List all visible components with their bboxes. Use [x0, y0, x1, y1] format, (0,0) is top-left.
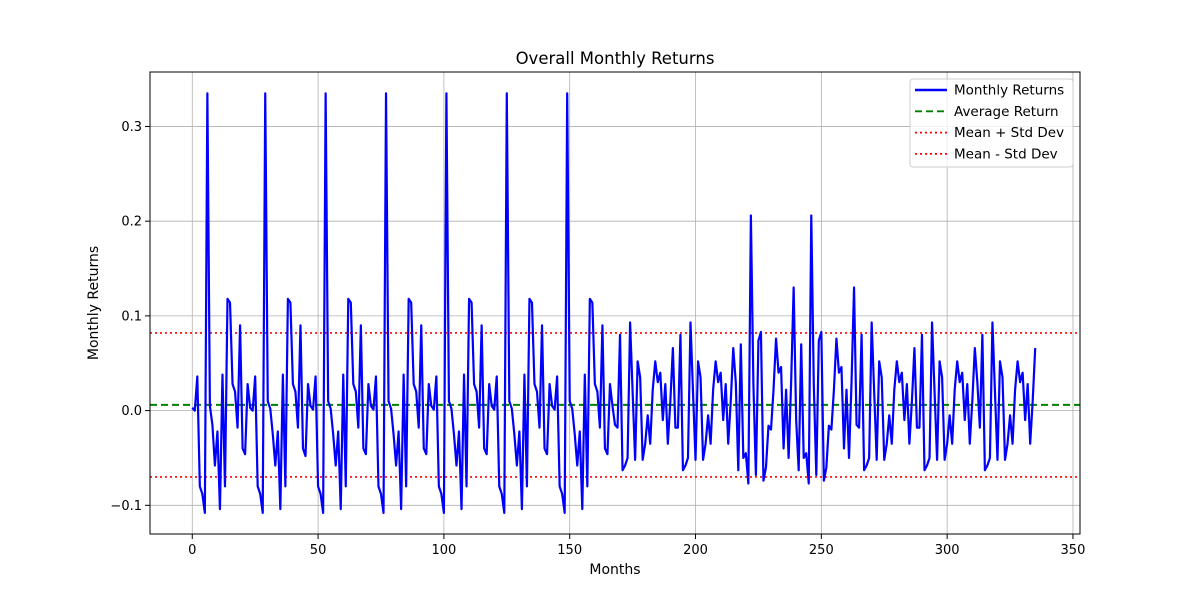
- x-tick-label: 0: [188, 543, 196, 558]
- legend: Monthly Returns Average Return Mean + Std …: [909, 78, 1074, 168]
- x-tick-label: 300: [935, 543, 960, 558]
- x-axis-label: Months: [589, 562, 640, 578]
- legend-label: Mean + Std Dev: [954, 125, 1064, 141]
- series-area: [191, 92, 1037, 514]
- x-tick-label: 200: [683, 543, 708, 558]
- chart-title: Overall Monthly Returns: [516, 49, 715, 68]
- legend-item-mean-minus-std: Mean - Std Dev: [915, 146, 1058, 162]
- x-tick-label: 100: [431, 543, 456, 558]
- x-axis-ticks: 0 50 100 150 200 250 300 350: [188, 534, 1085, 558]
- monthly-returns-line: [191, 92, 1037, 514]
- legend-item-average-return: Average Return: [915, 104, 1059, 120]
- legend-item-monthly-returns: Monthly Returns: [915, 83, 1064, 99]
- y-axis-ticks: −0.1 0.0 0.1 0.2 0.3: [110, 120, 150, 514]
- legend-label: Monthly Returns: [954, 83, 1064, 99]
- x-tick-label: 350: [1061, 543, 1086, 558]
- y-axis-label: Monthly Returns: [86, 246, 102, 360]
- legend-item-mean-plus-std: Mean + Std Dev: [915, 125, 1064, 141]
- legend-label: Average Return: [954, 104, 1059, 120]
- legend-items: Monthly Returns Average Return Mean + Std …: [915, 83, 1064, 162]
- y-tick-label: 0.1: [121, 309, 142, 324]
- legend-label: Mean - Std Dev: [954, 146, 1058, 162]
- reference-lines: [150, 332, 1080, 478]
- x-tick-label: 50: [310, 543, 327, 558]
- x-tick-label: 250: [809, 543, 834, 558]
- y-tick-label: 0.0: [121, 404, 142, 419]
- legend-box: [909, 78, 1074, 168]
- x-tick-label: 150: [557, 543, 582, 558]
- y-tick-label: 0.2: [121, 215, 142, 230]
- y-tick-label: −0.1: [110, 499, 142, 514]
- axes-frame: [149, 71, 1081, 535]
- y-tick-label: 0.3: [121, 120, 142, 135]
